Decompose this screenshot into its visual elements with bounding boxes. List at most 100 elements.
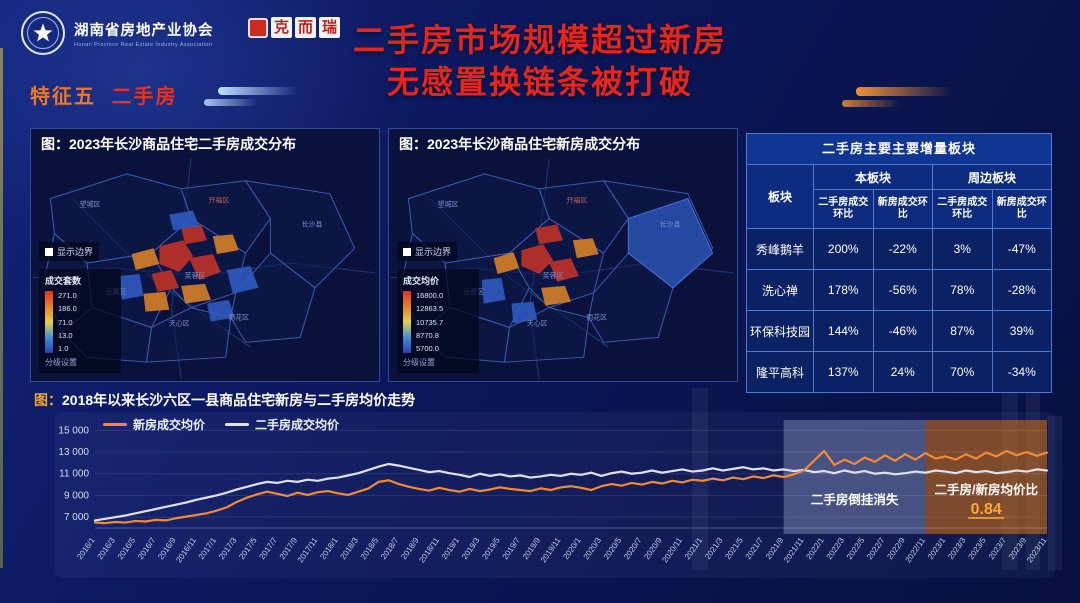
table-row: 洗心禅 178% -56% 78% -28% (746, 269, 1052, 311)
map-place-label: 望城区 (438, 200, 459, 209)
x-tick-label: 2023/1 (926, 536, 948, 562)
value-cell: -22% (872, 228, 933, 270)
skyline-bar (1048, 416, 1062, 570)
legend-value: 13.0 (58, 330, 73, 340)
color-ramp (45, 291, 53, 353)
map-place-label: 雨花区 (228, 313, 249, 322)
value-cell: 70% (932, 351, 993, 393)
secondhand-map-title: 图：2023年长沙商品住宅二手房成交分布 (31, 129, 379, 159)
secondhand-map-panel: 图：2023年长沙商品住宅二手房成交分布 望城区开福区长沙县岳麓区芙蓉区天心区雨… (30, 128, 380, 382)
x-tick-label: 2022/1 (804, 536, 826, 562)
org-name-en: Hunan Province Real Estate Industry Asso… (74, 41, 213, 48)
x-tick-label: 2020/1 (561, 536, 583, 562)
map-legend: 成交均价 16800.0 12863.5 10735.7 8770.8 5700.0 分… (397, 269, 479, 373)
increment-table-panel: 二手房主要主要增量板块 板块 本板块 周边板块 二手房成交环比 新房成交环比 二… (746, 133, 1052, 393)
legend-value: 271.0 (58, 291, 77, 300)
y-tick-label: 11 000 (59, 469, 89, 480)
x-tick-label: 2021/7 (744, 536, 766, 562)
decor-bar-blue (204, 99, 258, 106)
newhome-map-title: 图：2023年长沙商品住宅新房成交分布 (389, 129, 737, 159)
map-place-label: 芙蓉区 (185, 271, 206, 280)
legend-value: 12863.5 (416, 304, 444, 314)
value-cell: 39% (991, 310, 1052, 352)
x-tick-label: 2020/7 (622, 536, 644, 562)
map-place-label: 长沙县 (302, 219, 323, 228)
legend-settings-link[interactable]: 分级设置 (403, 358, 435, 367)
map-place-label: 雨花区 (586, 313, 607, 322)
map-place-label: 开福区 (566, 196, 587, 205)
cric-char: 而 (295, 17, 316, 38)
x-tick-label: 2019/3 (460, 536, 482, 562)
chart-title: 图：2018年以来长沙六区一县商品住宅新房与二手房均价走势 (34, 390, 415, 410)
legend-value: 5700.0 (416, 344, 439, 353)
x-tick-label: 2018/11 (417, 536, 441, 565)
y-tick-label: 13 000 (58, 447, 89, 458)
x-tick-label: 2016/5 (116, 536, 138, 562)
checkbox-icon (403, 247, 411, 256)
x-tick-label: 2016/1 (75, 536, 97, 562)
legend-settings-link[interactable]: 分级设置 (45, 358, 77, 367)
col-header-local: 本板块 (813, 164, 933, 190)
legend-item: 二手房成交均价 (225, 416, 339, 433)
value-cell: 178% (813, 269, 874, 311)
col-header-surrounding: 周边板块 (932, 164, 1052, 190)
value-cell: -47% (991, 228, 1052, 270)
x-tick-label: 2020/3 (582, 536, 604, 562)
sector-name-cell: 隆平高科 (746, 351, 814, 393)
value-cell: 3% (932, 228, 993, 270)
checkbox-icon (45, 247, 53, 256)
value-cell: -56% (872, 269, 933, 311)
legend-value: 16800.0 (416, 291, 444, 300)
legend-value: 71.0 (58, 317, 73, 327)
x-tick-label: 2017/7 (258, 536, 280, 562)
table-title: 二手房主要主要增量板块 (746, 133, 1052, 164)
chart-title-text: 2018年以来长沙六区一县商品住宅新房与二手房均价走势 (62, 392, 416, 408)
map-place-label: 开福区 (208, 196, 229, 205)
x-tick-label: 2017/5 (237, 536, 259, 562)
x-tick-label: 2022/5 (845, 536, 867, 562)
x-tick-label: 2017/11 (296, 536, 320, 565)
legend-value: 10735.7 (416, 317, 444, 327)
left-edge-strip (0, 48, 3, 568)
x-tick-label: 2021/1 (683, 536, 705, 562)
map-legend-title: 成交均价 (403, 276, 440, 286)
legend-label: 二手房成交均价 (255, 418, 340, 432)
sub-header: 新房成交环比 (872, 189, 933, 229)
x-tick-label: 2021/5 (723, 536, 745, 562)
x-tick-label: 2021/11 (782, 536, 806, 565)
decor-bar-blue (218, 87, 298, 95)
legend-value: 1.0 (58, 344, 69, 353)
annotation-label: 二手房倒挂消失 (811, 492, 899, 507)
layer-toggle[interactable]: 显示边界 (397, 242, 458, 261)
map-place-label: 天心区 (527, 319, 548, 327)
x-tick-label: 2018/5 (359, 536, 381, 562)
value-cell: 144% (813, 310, 874, 352)
highlight-region (925, 420, 1047, 534)
value-cell: 137% (813, 351, 874, 393)
decor-bar-orange (842, 100, 900, 107)
layer-toggle-label: 显示边界 (415, 247, 452, 257)
layer-toggle-label: 显示边界 (57, 247, 94, 257)
y-tick-label: 7 000 (64, 512, 89, 523)
x-tick-label: 2016/7 (136, 536, 158, 562)
x-tick-label: 2022/11 (903, 536, 927, 565)
legend-value: 8770.8 (416, 330, 439, 340)
legend-label: 新房成交均价 (133, 418, 206, 432)
table-row: 隆平高科 137% 24% 70% -34% (746, 351, 1052, 393)
cric-logo: 克 而 瑞 (248, 17, 340, 38)
map-place-label: 望城区 (80, 200, 101, 209)
y-tick-label: 9 000 (64, 490, 89, 501)
layer-toggle[interactable]: 显示边界 (39, 242, 100, 261)
x-tick-label: 2022/3 (825, 536, 847, 562)
price-trend-chart: 新房成交均价 二手房成交均价 7 000 9 000 11 000 13 000 15 0… (55, 412, 1055, 578)
legend-swatch-icon (225, 423, 250, 426)
map-legend-title: 成交套数 (45, 276, 82, 286)
value-cell: 200% (813, 228, 874, 270)
sub-header: 二手房成交环比 (932, 189, 993, 229)
table-row: 环保科技园 144% -46% 87% 39% (746, 310, 1052, 352)
section-tag-topic: 二手房 (111, 86, 178, 108)
x-tick-label: 2019/1 (440, 536, 462, 562)
sector-name-cell: 秀峰鹅羊 (746, 228, 814, 270)
x-tick-label: 2016/11 (174, 536, 198, 565)
